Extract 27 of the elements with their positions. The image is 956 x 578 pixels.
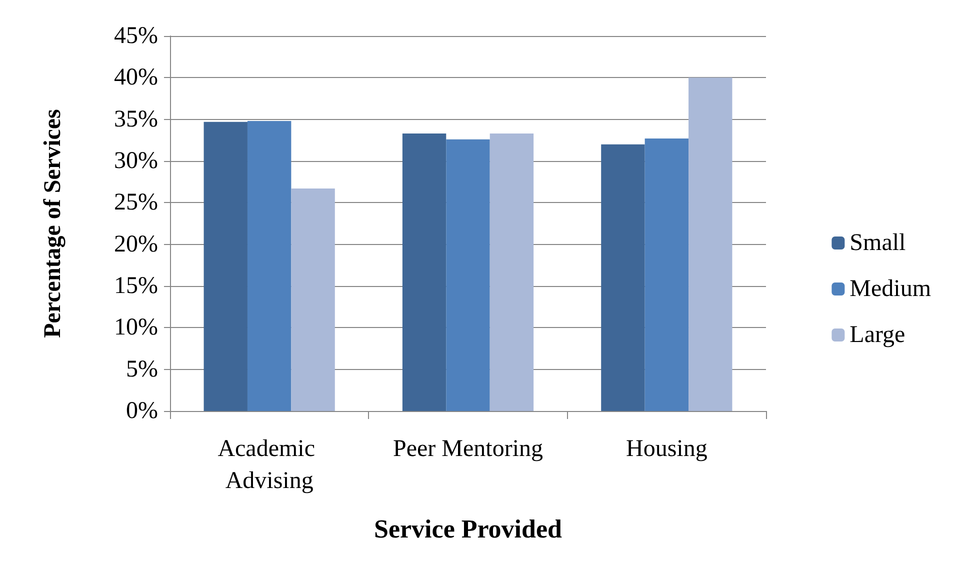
y-tick-label: 25% xyxy=(114,190,158,216)
bar xyxy=(688,78,732,411)
bar xyxy=(601,144,645,411)
x-tick-label: Housing xyxy=(626,436,708,462)
y-axis-title: Percentage of Services xyxy=(40,109,66,338)
bar xyxy=(644,138,689,411)
x-axis-title: Service Provided xyxy=(374,514,563,544)
legend-label: Medium xyxy=(850,276,932,302)
x-tick-label: Academic Advising xyxy=(218,436,321,494)
bar xyxy=(204,122,248,411)
y-tick-label: 15% xyxy=(114,273,158,299)
y-tick-label: 45% xyxy=(114,23,158,49)
y-tick-label: 30% xyxy=(114,148,158,174)
bar xyxy=(490,134,534,411)
x-tick-label: Peer Mentoring xyxy=(393,436,543,462)
bar xyxy=(446,139,490,411)
legend-label: Small xyxy=(850,230,906,256)
bar xyxy=(291,188,335,411)
y-tick-label: 40% xyxy=(114,64,158,91)
y-tick-label: 20% xyxy=(114,231,158,258)
legend-label: Large xyxy=(850,322,906,348)
bar xyxy=(402,134,446,411)
y-tick-label: 10% xyxy=(114,314,158,341)
bar xyxy=(247,121,292,411)
y-tick-label: 5% xyxy=(126,356,158,382)
y-tick-label: 35% xyxy=(114,106,158,132)
y-tick-label: 0% xyxy=(126,398,158,424)
